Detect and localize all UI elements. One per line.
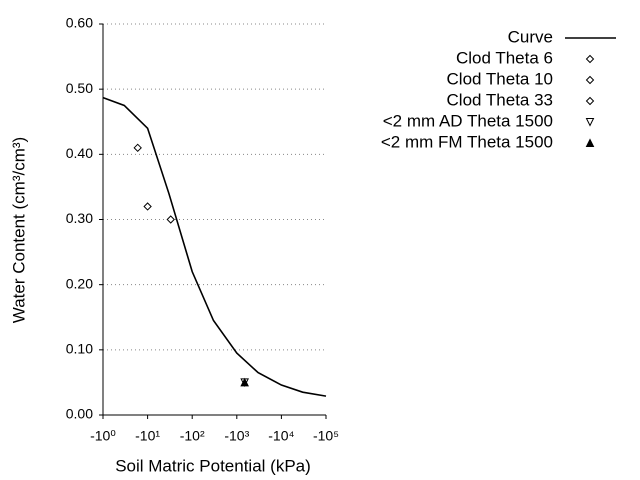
x-axis-label: Soil Matric Potential (kPa) xyxy=(115,456,311,475)
y-tick-label: 0.20 xyxy=(66,275,93,291)
legend-marker xyxy=(585,54,595,64)
x-tick-label: -10⁴ xyxy=(268,428,294,444)
x-tick-label: -10³ xyxy=(224,428,249,444)
point xyxy=(240,377,249,387)
legend-marker xyxy=(585,96,595,106)
y-tick-label: 0.50 xyxy=(66,80,93,96)
legend-marker xyxy=(585,75,595,85)
y-tick-label: 0.00 xyxy=(66,406,93,422)
legend-label: Curve xyxy=(508,27,553,46)
point xyxy=(166,215,175,224)
legend-label: <2 mm FM Theta 1500 xyxy=(381,132,553,151)
point xyxy=(143,202,152,211)
x-tick-label: -10⁵ xyxy=(313,428,339,444)
y-tick-label: 0.30 xyxy=(66,210,93,226)
legend-label: Clod Theta 33 xyxy=(447,90,553,109)
y-axis-label: Water Content (cm³/cm³) xyxy=(9,137,28,323)
x-tick-label: -10¹ xyxy=(135,428,160,444)
legend-marker xyxy=(585,118,595,127)
x-tick-label: -10² xyxy=(180,428,205,444)
x-tick-label: -10⁰ xyxy=(90,428,116,444)
legend-label: <2 mm AD Theta 1500 xyxy=(383,111,553,130)
y-tick-label: 0.40 xyxy=(66,145,93,161)
legend-label: Clod Theta 6 xyxy=(456,48,553,67)
legend-marker xyxy=(585,138,595,147)
y-tick-label: 0.10 xyxy=(66,341,93,357)
y-tick-label: 0.60 xyxy=(66,15,93,31)
point xyxy=(133,143,142,153)
curve xyxy=(102,96,327,397)
legend-label: Clod Theta 10 xyxy=(447,69,553,88)
